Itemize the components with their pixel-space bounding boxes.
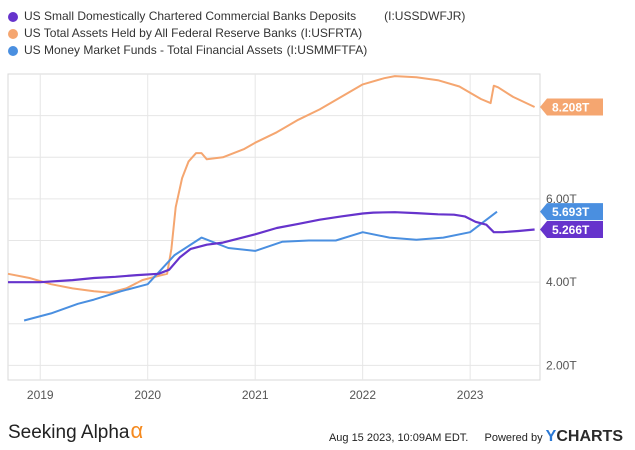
legend-swatch-small-banks-deposits [8,11,18,22]
seeking-alpha-logo: Seeking Alphaα [8,418,143,444]
timestamp: Aug 15 2023, 10:09AM EDT. [328,432,469,444]
line-chart: 2.00T 4.00T 6.00T 2019 2020 2021 2022 2023 5.266… [7,73,603,402]
legend-label: US Small Domestically Chartered Commerci… [24,9,357,23]
y-tick-label: 4.00T [546,275,577,289]
x-tick-label: 2020 [134,388,161,402]
legend-code: (I:USFRTA) [300,26,363,40]
legend-entry-small-banks-deposits: US Small Domestically Chartered Commerci… [8,8,465,25]
end-value-badge [540,98,603,116]
ycharts-logo-text: CHARTS [556,428,623,445]
plot-area-border [7,73,541,381]
legend-code: (I:USMMFTFA) [286,43,368,57]
end-value-badge [540,220,603,238]
legend-code: (I:USSDWFJR) [384,9,466,23]
brand-name: Seeking Alpha [8,422,130,443]
legend-entry-fed-total-assets: US Total Assets Held by All Federal Rese… [8,25,465,42]
legend-label: US Total Assets Held by All Federal Rese… [24,26,297,40]
series-line-1 [7,75,536,294]
powered-by-label: Powered by [484,432,543,444]
ycharts-logo: YCHARTS [546,428,623,445]
legend-entry-money-market-funds: US Money Market Funds - Total Financial … [8,42,465,59]
x-tick-label: 2019 [27,388,54,402]
ycharts-logo-y: Y [545,428,557,445]
end-value-label: 5.266T [552,223,590,237]
legend-label: US Money Market Funds - Total Financial … [24,43,283,57]
x-tick-label: 2023 [457,388,484,402]
y-tick-label: 6.00T [546,192,577,206]
legend-swatch-money-market-funds [8,45,18,56]
series-line-0 [8,211,535,284]
series-line-2 [23,210,498,322]
legend-swatch-fed-total-assets [8,28,18,39]
x-tick-label: 2021 [242,388,269,402]
x-tick-label: 2022 [349,388,376,402]
y-tick-label: 2.00T [546,358,577,372]
end-value-label: 5.693T [552,205,590,219]
chart-footer: Aug 15 2023, 10:09AM EDT. Powered by YCH… [329,428,623,446]
alpha-icon: α [130,418,144,443]
chart-legend: US Small Domestically Chartered Commerci… [8,8,465,59]
end-value-label: 8.208T [552,100,590,114]
end-value-badge [540,203,603,221]
